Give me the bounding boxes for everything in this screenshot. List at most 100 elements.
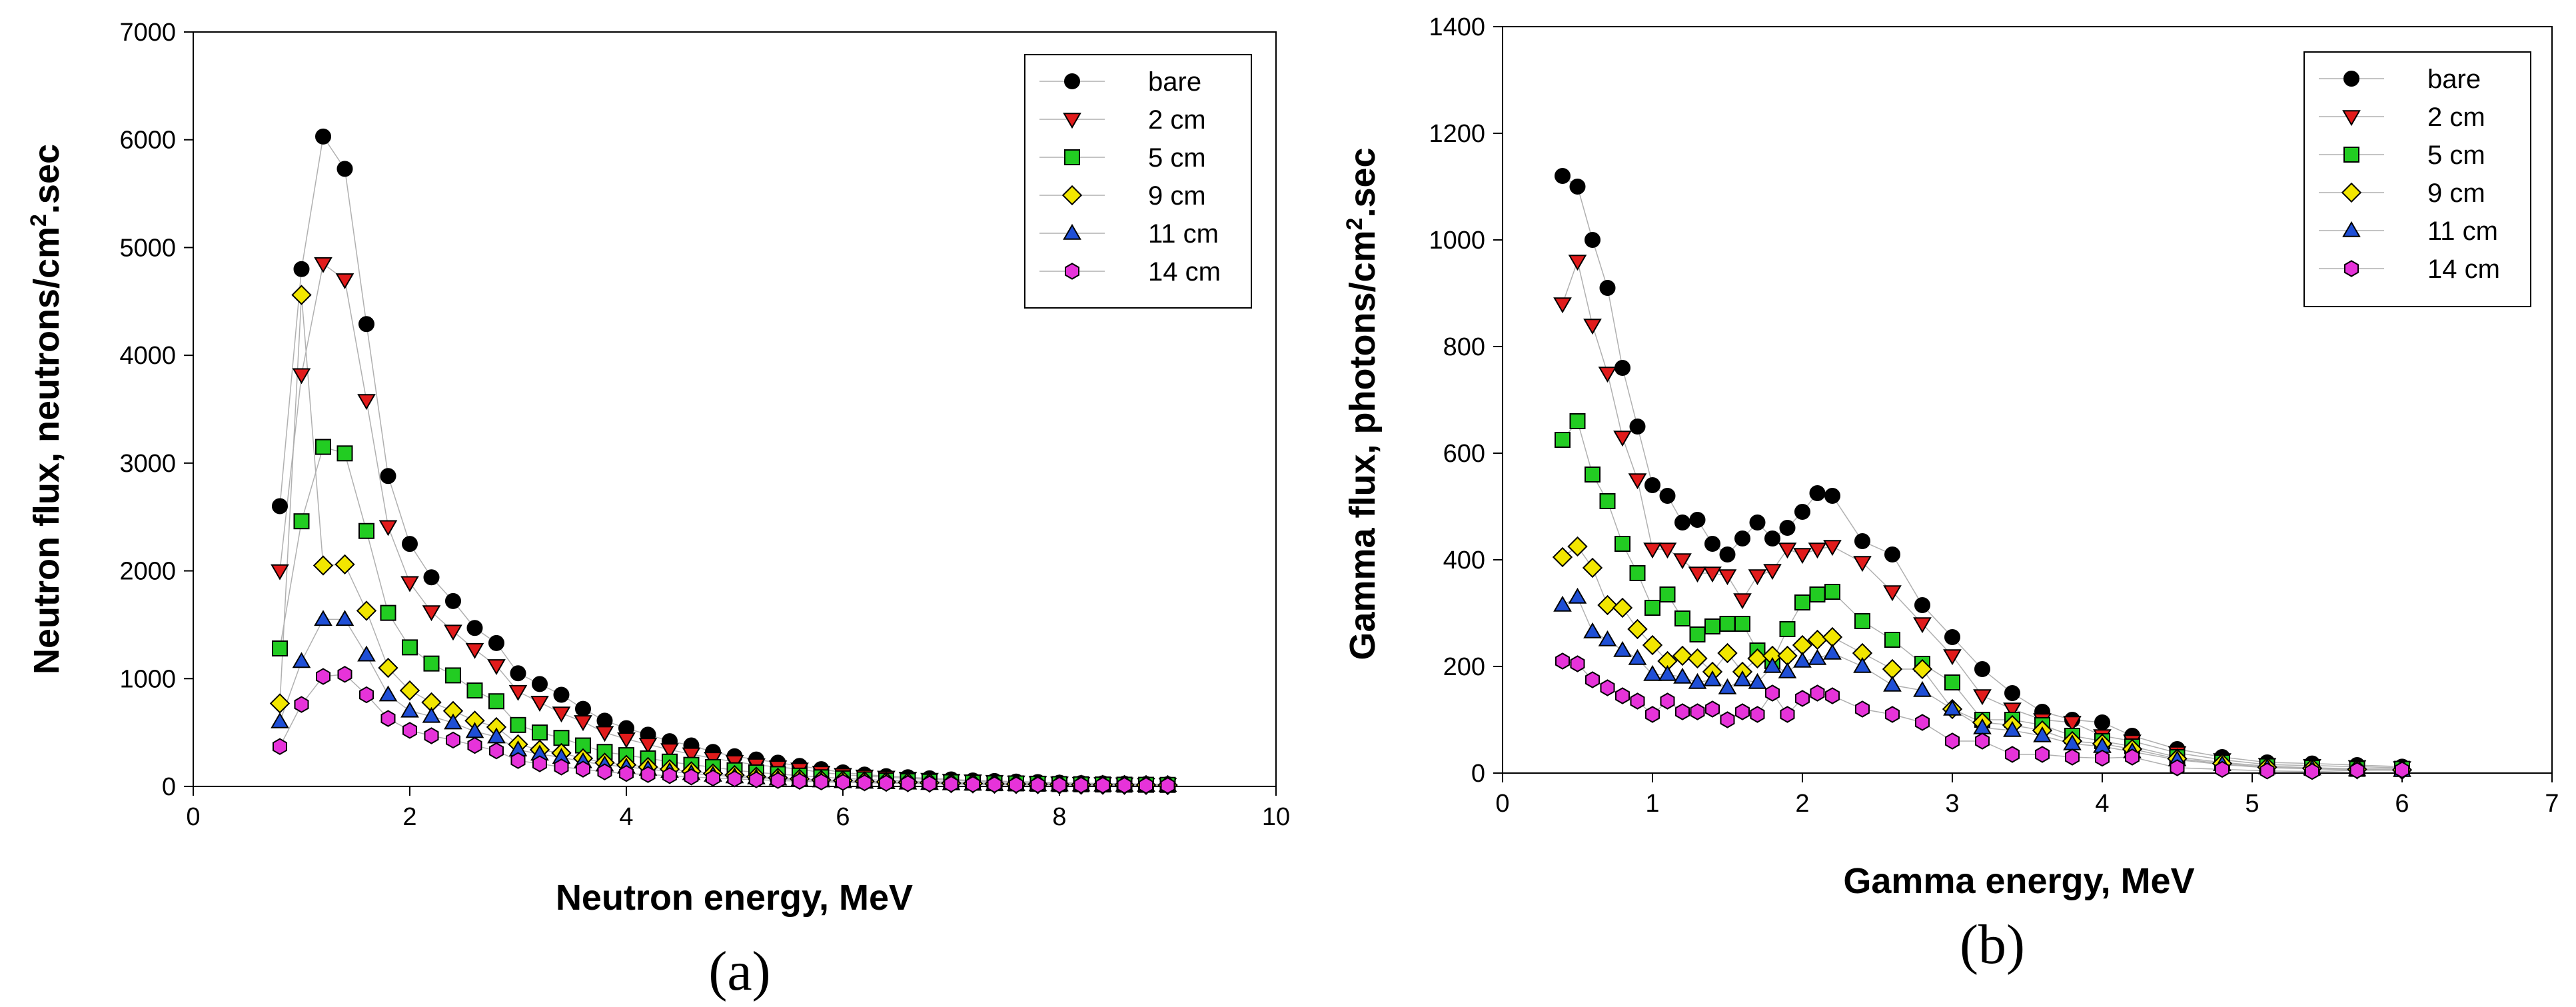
data-point — [1599, 493, 1616, 509]
data-point — [1704, 618, 1720, 634]
data-point — [2124, 748, 2140, 766]
data-point — [315, 128, 331, 145]
data-point — [1687, 648, 1708, 669]
data-point — [1644, 477, 1660, 493]
data-point — [337, 666, 352, 683]
y-axis-title-a: Neutron flux, neutrons/cm2.sec — [26, 144, 67, 674]
data-point — [313, 555, 334, 576]
legend-label: 14 cm — [1148, 257, 1221, 287]
data-point — [400, 701, 419, 718]
plot-area-a: 0 2 4 6 8 10 0 1000 2000 3000 4000 5000 6000 7000 — [119, 19, 1290, 831]
data-point — [1793, 651, 1812, 668]
data-point — [1630, 692, 1645, 710]
data-point — [1884, 632, 1900, 648]
legend-a: bare 2 cm 5 cm 9 cm 11 cm 14 cm — [1024, 54, 1252, 309]
data-point — [878, 774, 894, 792]
data-point — [2004, 685, 2020, 701]
data-point — [640, 766, 656, 783]
y-tick-label: 1400 — [1429, 13, 1485, 41]
data-point — [1570, 655, 1585, 672]
data-point — [423, 655, 440, 672]
y-tick-label: 2000 — [119, 558, 176, 586]
data-point — [1779, 621, 1796, 637]
data-point — [445, 667, 461, 684]
data-point — [1944, 732, 1960, 750]
x-tick-label: 7 — [2545, 790, 2559, 818]
legend-label: 11 cm — [2427, 217, 2498, 246]
x-tick-label: 6 — [836, 803, 850, 831]
data-point — [1794, 690, 1810, 707]
data-point — [378, 520, 398, 536]
legend-entry-14-cm: 14 cm — [2319, 255, 2500, 284]
panel-label-a: (a) — [708, 940, 770, 1002]
data-point — [1598, 630, 1617, 646]
data-point — [1734, 616, 1750, 632]
data-point — [1582, 557, 1603, 578]
data-point — [1673, 553, 1692, 570]
data-point — [402, 639, 418, 656]
chart-gamma-flux: 0 1 2 3 4 5 6 7 0 200 400 600 800 1000 1200 1400 Gamma … — [1342, 13, 2559, 976]
series-14-cm — [272, 666, 1175, 794]
data-point — [1853, 556, 1872, 572]
data-point — [857, 774, 872, 792]
legend-label: 9 cm — [2427, 179, 2485, 208]
data-point — [510, 716, 526, 733]
data-point — [1597, 594, 1618, 616]
data-point — [467, 736, 482, 754]
data-point — [1051, 776, 1067, 794]
data-point — [1008, 776, 1024, 794]
data-point — [444, 713, 462, 730]
data-point — [1822, 626, 1843, 648]
data-point — [1585, 671, 1601, 688]
data-point — [488, 742, 504, 760]
data-point — [293, 261, 310, 277]
data-point — [272, 498, 288, 514]
y-tick-label: 200 — [1443, 653, 1485, 681]
data-point — [552, 706, 571, 723]
legend-label: bare — [2427, 65, 2481, 94]
data-point — [1750, 706, 1765, 723]
data-point — [1688, 672, 1707, 689]
x-tick-label: 4 — [619, 803, 633, 831]
data-point — [1824, 687, 1840, 704]
data-point — [1568, 587, 1587, 604]
data-point — [466, 620, 483, 636]
data-point — [1763, 656, 1782, 673]
data-point — [1672, 645, 1693, 666]
legend-marker — [1064, 149, 1080, 165]
data-point — [532, 676, 548, 692]
data-point — [553, 686, 570, 703]
data-point — [1690, 703, 1705, 720]
y-tick-label: 800 — [1443, 333, 1485, 361]
data-point — [1703, 566, 1722, 583]
data-point — [1943, 699, 1962, 716]
data-point — [1914, 714, 1930, 731]
data-point — [1138, 776, 1154, 794]
x-axis-title-a: Neutron energy, MeV — [556, 878, 913, 918]
data-point — [1733, 670, 1752, 686]
legend-marker — [2343, 147, 2359, 163]
data-point — [944, 775, 959, 793]
data-point — [792, 772, 808, 790]
legend-entry-bare: bare — [1039, 67, 1201, 97]
legend-label: 14 cm — [2427, 255, 2500, 284]
y-tick-label: 4000 — [119, 342, 176, 370]
data-point — [638, 738, 658, 754]
data-point — [292, 368, 311, 385]
data-point — [1853, 656, 1872, 673]
data-point — [335, 273, 354, 290]
data-point — [1612, 597, 1633, 618]
data-point — [1883, 675, 1902, 692]
legend-label: 11 cm — [1148, 219, 1219, 249]
data-point — [2170, 759, 2185, 776]
data-point — [532, 724, 548, 741]
data-point — [1809, 485, 1826, 501]
data-point — [1674, 703, 1690, 720]
data-point — [402, 536, 418, 552]
data-point — [445, 592, 461, 609]
data-point — [272, 640, 288, 657]
y-tick-label: 0 — [162, 773, 176, 801]
legend-entry-5-cm: 5 cm — [1039, 143, 1206, 173]
data-point — [1585, 467, 1601, 483]
data-point — [682, 747, 701, 764]
